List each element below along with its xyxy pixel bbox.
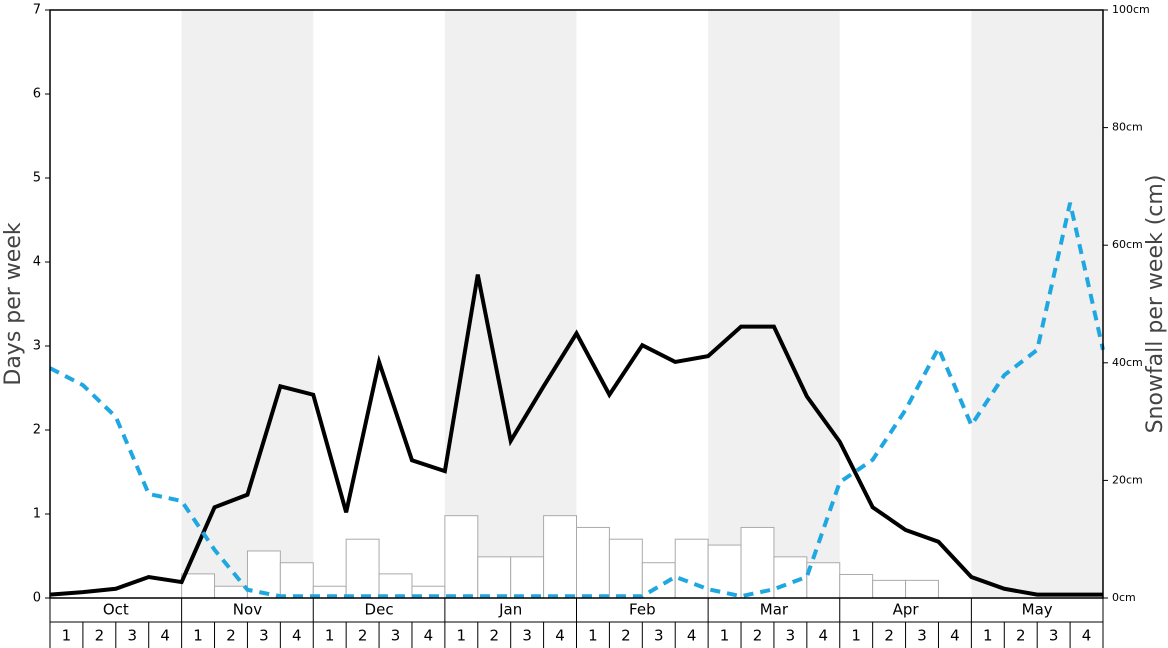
bar xyxy=(345,538,380,599)
bar xyxy=(905,579,939,599)
week-label: 2 xyxy=(226,627,236,645)
month-label: Mar xyxy=(760,601,789,619)
y2-axis-label: Snowfall per week (cm) xyxy=(1143,175,1168,434)
bar xyxy=(477,556,512,599)
y2-tick-label: 60cm xyxy=(1112,238,1143,251)
y-tick-label: 3 xyxy=(33,339,41,354)
week-label: 2 xyxy=(489,627,499,645)
week-label: 3 xyxy=(1049,627,1059,645)
week-label: 4 xyxy=(687,627,697,645)
month-label: Feb xyxy=(629,601,656,619)
week-label: 2 xyxy=(95,627,105,645)
week-label: 2 xyxy=(753,627,763,645)
bar xyxy=(674,538,709,599)
bar xyxy=(543,515,577,599)
week-label: 1 xyxy=(720,627,730,645)
week-label: 4 xyxy=(160,627,170,645)
week-label: 4 xyxy=(1082,627,1092,645)
bar xyxy=(279,562,314,599)
month-shade xyxy=(971,10,1103,598)
bar xyxy=(576,526,610,599)
week-label: 3 xyxy=(786,627,796,645)
month-shade xyxy=(444,10,577,598)
y-tick-label: 5 xyxy=(33,171,41,186)
y2-tick-label: 100cm xyxy=(1112,3,1150,16)
y2-tick-label: 0cm xyxy=(1112,591,1136,604)
bar xyxy=(839,573,874,599)
month-shade xyxy=(181,10,314,598)
week-label: 3 xyxy=(127,627,137,645)
bar xyxy=(444,515,479,599)
week-label: 1 xyxy=(851,627,861,645)
bar xyxy=(246,550,281,599)
y-tick-label: 1 xyxy=(33,507,41,522)
month-label: Nov xyxy=(233,601,262,619)
month-label: May xyxy=(1022,601,1053,619)
y-tick-label: 6 xyxy=(33,87,41,102)
month-label: Jan xyxy=(498,601,522,619)
week-label: 1 xyxy=(325,627,335,645)
month-shade xyxy=(708,10,840,598)
line xyxy=(49,202,1105,599)
y2-tick-label: 80cm xyxy=(1112,121,1143,134)
week-label: 4 xyxy=(950,627,960,645)
month-label: Oct xyxy=(103,601,129,619)
week-label: 3 xyxy=(391,627,401,645)
bar xyxy=(214,585,248,599)
week-label: 2 xyxy=(1016,627,1026,645)
week-label: 2 xyxy=(621,627,631,645)
week-label: 1 xyxy=(62,627,72,645)
week-label: 4 xyxy=(819,627,829,645)
week-label: 3 xyxy=(654,627,664,645)
y-axis-label: Days per week xyxy=(1,222,26,385)
week-label: 1 xyxy=(588,627,598,645)
bar xyxy=(181,573,216,599)
bar xyxy=(740,526,775,599)
week-label: 1 xyxy=(983,627,993,645)
month-label: Apr xyxy=(893,601,920,619)
bar xyxy=(510,556,545,599)
bar xyxy=(707,544,742,599)
week-label: 2 xyxy=(884,627,894,645)
week-label: 3 xyxy=(522,627,532,645)
y2-tick-label: 20cm xyxy=(1112,473,1143,486)
bar xyxy=(773,556,808,599)
bar xyxy=(608,538,643,599)
y-tick-label: 4 xyxy=(33,255,41,270)
week-label: 4 xyxy=(555,627,565,645)
bar xyxy=(872,579,907,599)
month-label: Dec xyxy=(365,601,394,619)
y-tick-label: 2 xyxy=(33,423,41,438)
week-label: 1 xyxy=(193,627,203,645)
week-label: 3 xyxy=(259,627,269,645)
week-label: 4 xyxy=(292,627,302,645)
line xyxy=(49,274,1103,597)
week-label: 2 xyxy=(358,627,368,645)
week-label: 1 xyxy=(457,627,467,645)
y2-tick-label: 40cm xyxy=(1112,356,1143,369)
y-tick-label: 0 xyxy=(33,591,41,606)
y-tick-label: 7 xyxy=(33,3,41,18)
week-label: 3 xyxy=(917,627,927,645)
week-label: 4 xyxy=(424,627,434,645)
